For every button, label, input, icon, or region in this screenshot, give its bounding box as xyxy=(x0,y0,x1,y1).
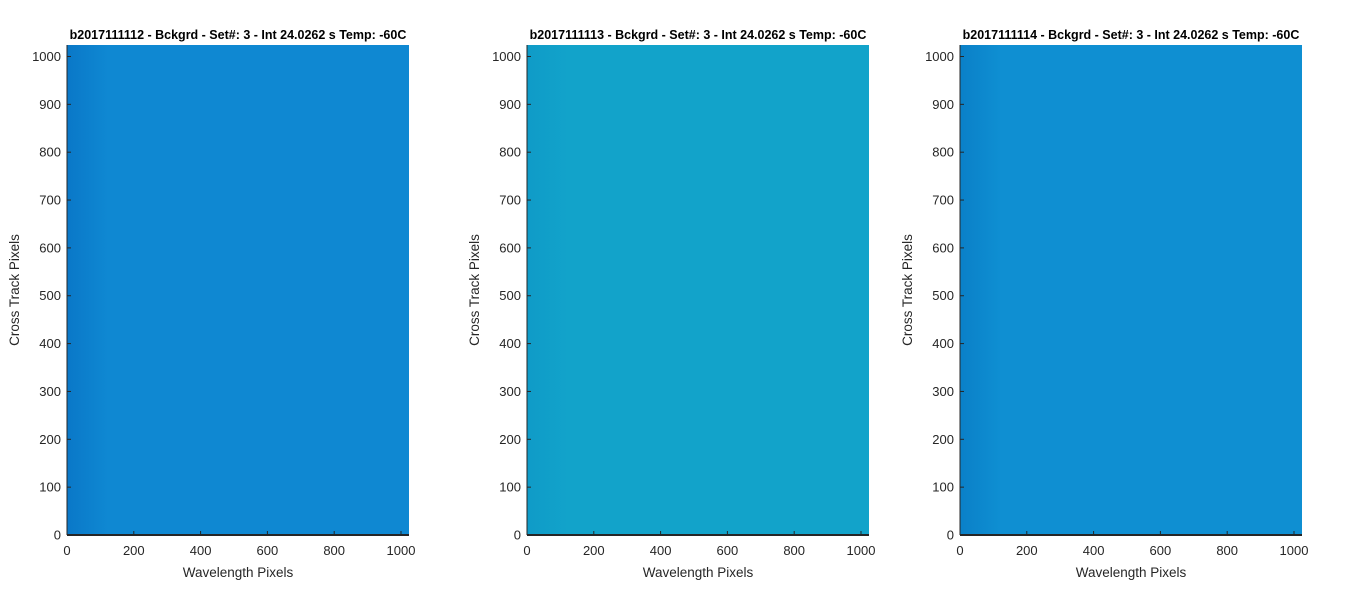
x-tick-label: 800 xyxy=(323,543,345,558)
y-tick-label: 100 xyxy=(39,480,61,495)
x-axis-label: Wavelength Pixels xyxy=(1076,565,1187,580)
y-axis-label: Cross Track Pixels xyxy=(7,234,22,346)
y-tick-label: 200 xyxy=(499,432,521,447)
heatmap-image xyxy=(960,45,1302,535)
y-tick-label: 0 xyxy=(947,528,954,543)
y-tick-label: 800 xyxy=(499,145,521,160)
x-tick-label: 400 xyxy=(650,543,672,558)
x-tick-label: 800 xyxy=(783,543,805,558)
x-tick-label: 0 xyxy=(523,543,530,558)
x-tick-label: 600 xyxy=(1150,543,1172,558)
y-tick-label: 600 xyxy=(39,240,61,255)
y-tick-label: 400 xyxy=(499,336,521,351)
x-tick-label: 800 xyxy=(1216,543,1238,558)
chart-title: b2017111113 - Bckgrd - Set#: 3 - Int 24.… xyxy=(530,28,867,42)
y-axis-label: Cross Track Pixels xyxy=(467,234,482,346)
subplot-1: 0 200 400 600 800 1000 0 100 200 300 400 500 600 700 8… xyxy=(7,28,415,580)
y-tick-label: 300 xyxy=(932,384,954,399)
y-tick-label: 0 xyxy=(514,528,521,543)
y-tick-label: 800 xyxy=(932,145,954,160)
x-tick-label: 0 xyxy=(956,543,963,558)
x-tick-label: 200 xyxy=(1016,543,1038,558)
y-tick-label: 900 xyxy=(932,97,954,112)
y-tick-label: 400 xyxy=(932,336,954,351)
x-axis-label: Wavelength Pixels xyxy=(643,565,754,580)
x-axis-label: Wavelength Pixels xyxy=(183,565,294,580)
subplot-3: 0 200 400 600 800 1000 0 100 200 300 400 500 600 700 8… xyxy=(900,28,1308,580)
y-tick-label: 800 xyxy=(39,145,61,160)
x-tick-label: 0 xyxy=(63,543,70,558)
y-tick-label: 500 xyxy=(932,288,954,303)
y-tick-label: 400 xyxy=(39,336,61,351)
subplot-2: 0 200 400 600 800 1000 0 100 200 300 400 500 600 700 8… xyxy=(467,28,875,580)
x-tick-label: 200 xyxy=(123,543,145,558)
x-tick-label: 1000 xyxy=(1280,543,1309,558)
y-tick-label: 700 xyxy=(499,193,521,208)
x-tick-label: 600 xyxy=(717,543,739,558)
x-tick-label: 600 xyxy=(257,543,279,558)
y-tick-label: 200 xyxy=(932,432,954,447)
y-tick-label: 300 xyxy=(39,384,61,399)
y-axis-label: Cross Track Pixels xyxy=(900,234,915,346)
y-tick-label: 700 xyxy=(932,193,954,208)
y-tick-label: 300 xyxy=(499,384,521,399)
y-tick-label: 600 xyxy=(499,240,521,255)
y-tick-label: 1000 xyxy=(32,49,61,64)
chart-title: b2017111112 - Bckgrd - Set#: 3 - Int 24.… xyxy=(70,28,407,42)
y-tick-label: 700 xyxy=(39,193,61,208)
y-tick-label: 100 xyxy=(499,480,521,495)
y-tick-label: 1000 xyxy=(492,49,521,64)
y-tick-label: 900 xyxy=(499,97,521,112)
x-tick-label: 400 xyxy=(1083,543,1105,558)
y-tick-label: 900 xyxy=(39,97,61,112)
heatmap-image xyxy=(527,45,869,535)
y-tick-label: 0 xyxy=(54,528,61,543)
chart-title: b2017111114 - Bckgrd - Set#: 3 - Int 24.… xyxy=(963,28,1300,42)
x-tick-label: 200 xyxy=(583,543,605,558)
y-tick-label: 1000 xyxy=(925,49,954,64)
x-tick-label: 1000 xyxy=(387,543,416,558)
x-tick-label: 400 xyxy=(190,543,212,558)
y-tick-label: 600 xyxy=(932,240,954,255)
y-tick-label: 100 xyxy=(932,480,954,495)
y-tick-label: 200 xyxy=(39,432,61,447)
y-tick-label: 500 xyxy=(39,288,61,303)
heatmap-image xyxy=(67,45,409,535)
y-tick-label: 500 xyxy=(499,288,521,303)
x-tick-label: 1000 xyxy=(847,543,876,558)
